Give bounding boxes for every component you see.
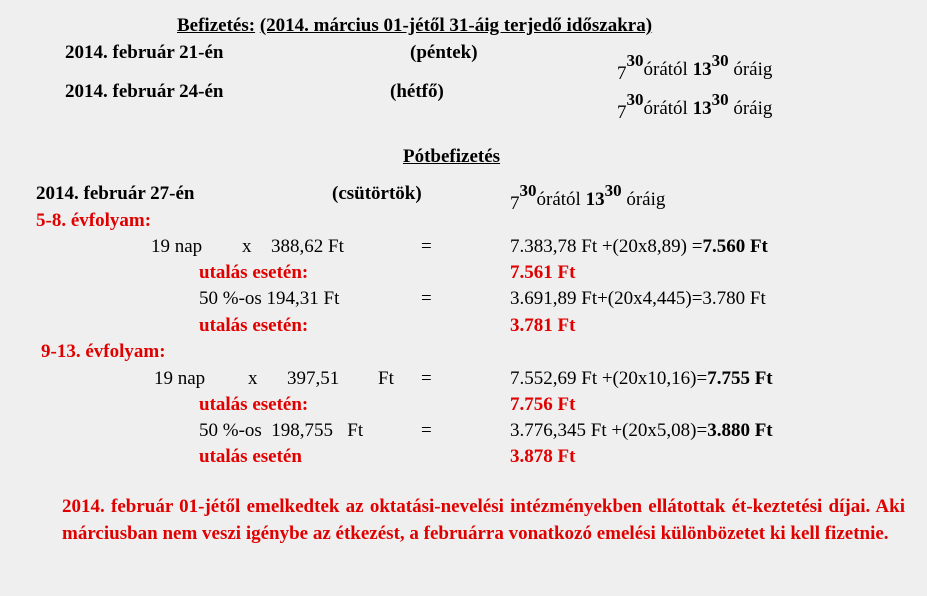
calc: 3.776,345 Ft +(20x5,08)=3.880 Ft bbox=[510, 420, 773, 441]
title-label: Befizetés: bbox=[177, 15, 256, 36]
pot-title: Pótbefizetés bbox=[403, 146, 501, 167]
half-price: 50 %-os 198,755 Ft bbox=[199, 420, 364, 441]
transfer-label: utalás esetén bbox=[199, 446, 302, 467]
calc: 7.383,78 Ft +(20x8,89) =7.560 Ft bbox=[510, 236, 768, 257]
days: 19 nap bbox=[154, 368, 206, 389]
equals: = bbox=[421, 236, 432, 257]
date-2: 2014. február 24-én bbox=[65, 81, 224, 102]
transfer-value: 7.756 Ft bbox=[510, 394, 576, 415]
calc: 3.691,89 Ft+(20x4,445)=3.780 Ft bbox=[510, 288, 766, 309]
time-1: 730órától 1330 óráig bbox=[617, 51, 773, 84]
transfer-value: 3.781 Ft bbox=[510, 315, 576, 336]
day-1: (péntek) bbox=[410, 42, 478, 63]
transfer-value: 3.878 Ft bbox=[510, 446, 576, 467]
equals: = bbox=[421, 288, 432, 309]
pot-day: (csütörtök) bbox=[332, 183, 422, 204]
day-2: (hétfő) bbox=[390, 81, 444, 102]
equals: = bbox=[421, 368, 432, 389]
transfer-label: utalás esetén: bbox=[199, 315, 309, 336]
transfer-label: utalás esetén: bbox=[199, 394, 309, 415]
date-1: 2014. február 21-én bbox=[65, 42, 224, 63]
time-2: 730órától 1330 óráig bbox=[617, 90, 773, 123]
times: x bbox=[242, 236, 252, 257]
notice-paragraph: 2014. február 01-jétől emelkedtek az okt… bbox=[62, 496, 905, 544]
half-price: 50 %-os 194,31 Ft bbox=[199, 288, 340, 309]
title: Befizetés: (2014. március 01-jétől 31-ái… bbox=[177, 15, 652, 37]
group-9-13-heading: 9-13. évfolyam: bbox=[41, 341, 166, 362]
currency: Ft bbox=[378, 368, 394, 389]
title-period: (2014. március 01-jétől 31-áig terjedő i… bbox=[259, 15, 653, 36]
pot-date: 2014. február 27-én bbox=[36, 183, 195, 204]
times: x bbox=[248, 368, 258, 389]
calc: 7.552,69 Ft +(20x10,16)=7.755 Ft bbox=[510, 368, 773, 389]
transfer-value: 7.561 Ft bbox=[510, 262, 576, 283]
group-5-8-heading: 5-8. évfolyam: bbox=[36, 210, 152, 231]
price: 388,62 Ft bbox=[271, 236, 344, 257]
transfer-label: utalás esetén: bbox=[199, 262, 309, 283]
price: 397,51 bbox=[287, 368, 340, 389]
equals: = bbox=[421, 420, 432, 441]
pot-time: 730órától 1330 óráig bbox=[510, 181, 666, 214]
days: 19 nap bbox=[151, 236, 203, 257]
